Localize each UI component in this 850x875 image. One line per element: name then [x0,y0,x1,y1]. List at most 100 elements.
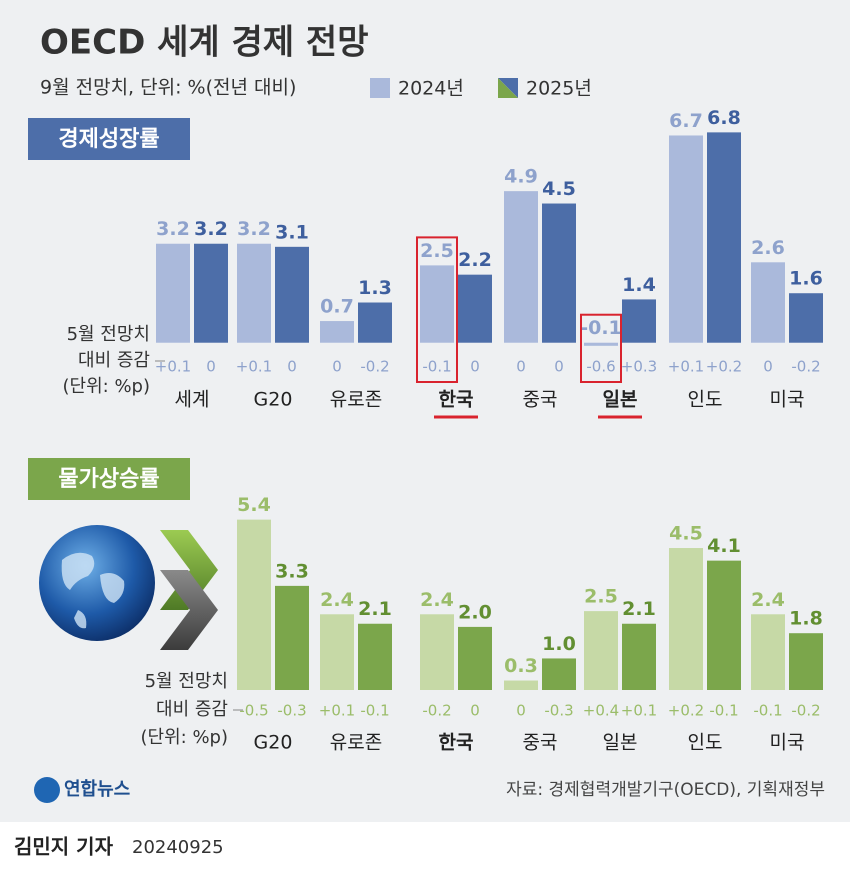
change-label: 0 [332,358,342,376]
change-label: -0.1 [422,358,451,376]
bar [542,203,576,343]
category-label: 한국 [439,389,474,411]
subtitle: 9월 전망치, 단위: %(전년 대비) [40,77,296,99]
value-label: 4.5 [669,523,703,545]
change-label: +0.1 [621,702,657,720]
date: 20240925 [132,837,224,858]
value-label: 2.4 [320,589,354,611]
category-label: 중국 [523,389,558,411]
category-label: 일본 [603,732,638,754]
value-label: 3.2 [156,218,190,240]
source: 자료: 경제협력개발기구(OECD), 기획재정부 [506,780,825,800]
change-label: 0 [287,358,297,376]
change-label: +0.1 [236,358,272,376]
section-box [28,458,190,500]
bar [156,243,190,343]
change-caption: 대비 증감 [78,350,150,371]
section-box [28,118,190,160]
value-label: 2.5 [420,240,454,262]
bar [420,265,454,343]
legend: 2024년 2025년 [370,78,592,100]
plots: 3.2 +0.1 3.2 +0.1 0.7 0 2.5 -0.1 4.9 0 -0.1 -0.6 6.7… [63,107,823,754]
value-label: 3.2 [237,218,271,240]
bar [669,548,703,690]
byline: 김민지 기자 [14,835,114,859]
legend-swatch [498,78,518,98]
bar [237,519,271,690]
category-label: G20 [254,732,293,754]
change-label: -0.2 [360,358,389,376]
change-label: -0.2 [791,702,820,720]
change-label: -0.1 [360,702,389,720]
bar [751,262,785,343]
value-label: 2.5 [584,586,618,608]
footer-bg [0,822,850,875]
value-label: 5.4 [237,494,271,516]
value-label: 0.7 [320,296,354,318]
value-label: 3.2 [194,218,228,240]
change-caption: (단위: %p) [141,727,228,748]
bar [789,293,823,343]
change-caption: 대비 증감 [156,699,228,720]
change-label: 0 [554,358,564,376]
bar [358,302,392,343]
change-label: +0.4 [583,702,619,720]
value-label: 6.7 [669,110,703,132]
change-label: -0.2 [422,702,451,720]
value-label: 2.6 [751,237,785,259]
change-caption: 5월 전망치 [67,324,150,345]
bar [584,342,618,346]
bar [275,585,309,690]
value-label: 4.5 [542,178,576,200]
change-label: 0 [763,358,773,376]
change-label: +0.1 [155,358,191,376]
change-label: -0.1 [753,702,782,720]
bar [320,614,354,690]
bar-chart: 3.2 +0.1 3.2 +0.1 0.7 0 2.5 -0.1 4.9 0 -0.1 -0.6 6.7… [63,107,823,419]
logo: 연합뉴스 [64,778,130,800]
change-label: 0 [516,358,526,376]
change-label: -0.2 [791,358,820,376]
bar [504,191,538,343]
value-label: 2.1 [622,598,656,620]
change-label: +0.1 [668,358,704,376]
value-label: 6.8 [707,107,741,129]
bar [237,243,271,343]
category-label: 유로존 [330,732,382,754]
bar [584,611,618,690]
value-label: 2.0 [458,601,492,623]
bar [751,614,785,690]
value-label: 1.8 [789,608,823,630]
value-label: 2.1 [358,598,392,620]
category-label: 일본 [603,389,638,411]
value-label: 2.4 [420,589,454,611]
bar [789,633,823,690]
chevron-icon [160,530,218,650]
bar [542,658,576,690]
bar [458,626,492,690]
legend-label: 2024년 [398,78,464,100]
value-label: 0.3 [504,655,538,677]
category-label: 인도 [688,732,723,754]
change-label: -0.3 [277,702,306,720]
value-label: 1.3 [358,277,392,299]
category-label: G20 [254,389,293,411]
legend-swatch [370,78,390,98]
change-label: 0 [470,702,480,720]
value-label: 4.9 [504,166,538,188]
bar [622,299,656,343]
logo-icon [34,777,60,803]
value-label: 3.1 [275,221,309,243]
legend-label: 2025년 [526,78,592,100]
bar [320,321,354,343]
highlight-box [580,313,622,383]
value-label: 2.2 [458,249,492,271]
change-label: 0 [206,358,216,376]
change-label: +0.1 [319,702,355,720]
category-label: 세계 [175,389,210,411]
category-label: 유로존 [330,389,382,411]
change-caption: (단위: %p) [63,376,150,397]
value-label: 1.4 [622,274,656,296]
bar [275,246,309,343]
